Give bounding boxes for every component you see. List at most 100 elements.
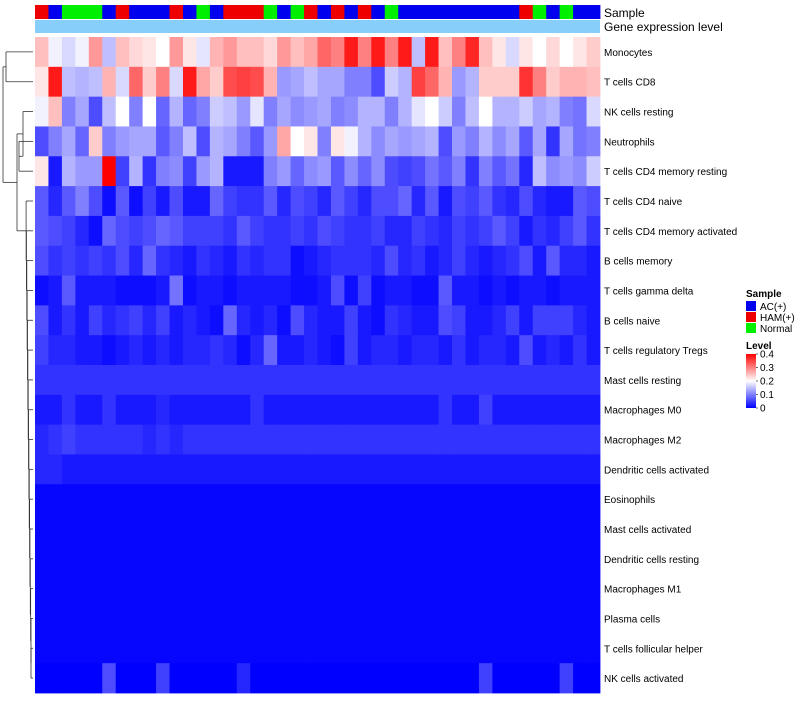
heatmap-cell <box>586 454 601 485</box>
heatmap-cell <box>546 394 561 426</box>
sample-annotation-cell <box>559 5 574 19</box>
heatmap-cell <box>209 514 224 545</box>
heatmap-cell <box>142 424 157 455</box>
heatmap-cell <box>586 186 601 217</box>
heatmap-cell <box>182 394 197 426</box>
heatmap-cell <box>263 126 278 157</box>
heatmap-cell <box>102 424 117 455</box>
heatmap-cell <box>48 424 63 455</box>
heatmap-cell <box>330 573 345 604</box>
heatmap-cell <box>196 424 211 455</box>
heatmap-cell <box>142 245 157 276</box>
heatmap-cell <box>371 305 386 336</box>
heatmap-cell <box>48 156 63 187</box>
heatmap-cell <box>102 275 117 306</box>
heatmap-cell <box>304 424 318 455</box>
heatmap-cell <box>465 305 480 336</box>
heatmap-cell <box>75 245 90 276</box>
heatmap-cell <box>452 37 466 68</box>
heatmap-cell <box>223 543 238 575</box>
heatmap-cell <box>209 573 224 604</box>
heatmap-cell <box>61 484 76 515</box>
heatmap-cell <box>357 215 372 247</box>
heatmap-cell <box>425 156 439 187</box>
heatmap-cell <box>115 96 130 127</box>
sample-annotation-cell <box>223 5 238 19</box>
heatmap-cell <box>505 663 520 694</box>
heatmap-cell <box>465 66 480 98</box>
heatmap-cell <box>304 394 318 426</box>
heatmap-cell <box>465 365 480 396</box>
heatmap-cell <box>505 305 520 336</box>
heatmap-cell <box>344 37 359 68</box>
heatmap-cell <box>546 37 561 68</box>
heatmap-cell <box>425 394 439 426</box>
heatmap-cell <box>505 245 520 276</box>
annotation-labels: Sample Gene expression level <box>604 6 723 34</box>
heatmap-cell <box>371 543 386 575</box>
heatmap-cell <box>182 335 197 366</box>
sample-annotation-cell <box>573 5 587 19</box>
heatmap-cell <box>411 305 426 336</box>
heatmap-cell <box>465 215 480 247</box>
heatmap-cell <box>88 126 103 157</box>
heatmap-cell <box>532 543 547 575</box>
sample-annotation-cell <box>344 5 359 19</box>
heatmap-cell <box>438 663 453 694</box>
heatmap-cell <box>290 573 305 604</box>
heatmap-cell <box>317 424 332 455</box>
heatmap-cell <box>75 514 90 545</box>
heatmap-cell <box>425 365 439 396</box>
heatmap-cell <box>102 603 117 634</box>
heatmap-cell <box>398 96 413 127</box>
heatmap-cell <box>250 573 265 604</box>
heatmap-cell <box>223 245 238 276</box>
heatmap-cell <box>573 424 587 455</box>
heatmap-cell <box>586 543 601 575</box>
heatmap-cell <box>344 335 359 366</box>
sample-annotation-cell <box>438 5 453 19</box>
heatmap-cell <box>48 543 63 575</box>
heatmap-cell <box>438 186 453 217</box>
heatmap-cell <box>250 96 265 127</box>
heatmap-cell <box>156 126 170 157</box>
heatmap-cell <box>519 96 534 127</box>
heatmap-cell <box>330 37 345 68</box>
heatmap-cell <box>75 126 90 157</box>
heatmap-cell <box>35 215 49 247</box>
heatmap-cell <box>519 126 534 157</box>
heatmap-cell <box>425 454 439 485</box>
heatmap-cell <box>169 186 184 217</box>
heatmap-cell <box>559 573 574 604</box>
heatmap-cell <box>304 603 318 634</box>
heatmap-cell <box>532 126 547 157</box>
heatmap-cell <box>35 484 49 515</box>
heatmap-cell <box>384 603 399 634</box>
heatmap-cell <box>129 514 144 545</box>
heatmap-cell <box>169 126 184 157</box>
heatmap-cell <box>357 633 372 664</box>
heatmap-cell <box>102 573 117 604</box>
heatmap-cell <box>102 335 117 366</box>
heatmap-cell <box>344 126 359 157</box>
heatmap-cell <box>398 573 413 604</box>
heatmap-cell <box>492 573 507 604</box>
sample-annotation-cell <box>156 5 170 19</box>
heatmap-cell <box>290 335 305 366</box>
heatmap-cell <box>209 603 224 634</box>
heatmap-cell <box>75 305 90 336</box>
heatmap-cell <box>384 633 399 664</box>
heatmap-cell <box>115 66 130 98</box>
heatmap-cell <box>357 126 372 157</box>
heatmap-cell <box>505 186 520 217</box>
heatmap-cell <box>223 603 238 634</box>
heatmap-cell <box>263 573 278 604</box>
heatmap-cell <box>465 424 480 455</box>
heatmap-cell <box>169 573 184 604</box>
heatmap-cell <box>573 96 587 127</box>
sample-annotation-cell <box>465 5 480 19</box>
heatmap-cell <box>532 484 547 515</box>
heatmap-cell <box>330 96 345 127</box>
heatmap-cell <box>384 305 399 336</box>
heatmap-cell <box>250 365 265 396</box>
